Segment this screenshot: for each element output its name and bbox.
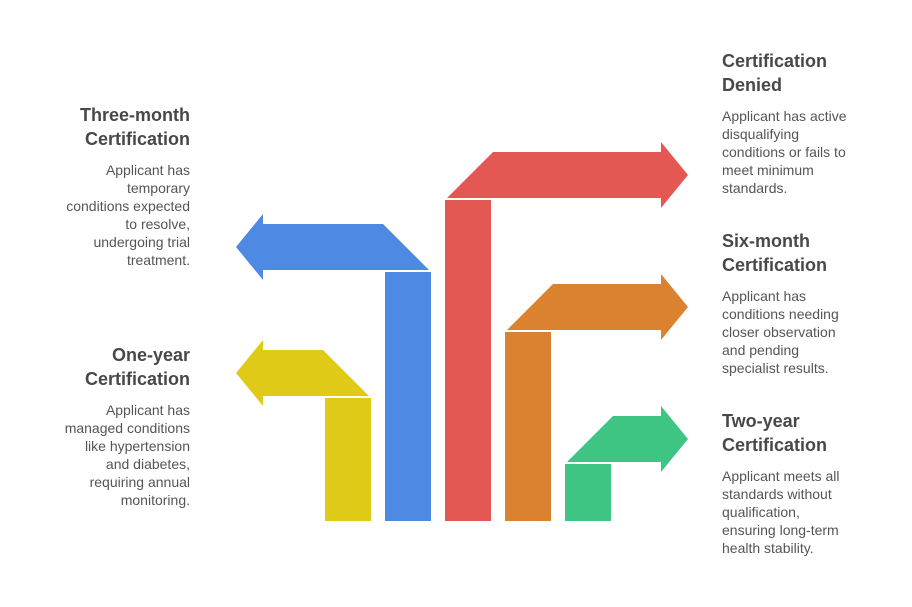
one-year-block: One-year Certification Applicant has man… xyxy=(0,343,190,509)
six-month-description: Applicant has conditions needing closer … xyxy=(722,288,839,376)
six-month-arrow xyxy=(505,274,688,521)
two-year-arrow xyxy=(565,406,688,521)
three-month-title: Three-month Certification xyxy=(80,105,190,149)
three-month-block: Three-month Certification Applicant has … xyxy=(0,103,190,269)
one-year-title: One-year Certification xyxy=(84,345,190,389)
six-month-title: Six-month Certification xyxy=(722,231,828,275)
denied-block: Certification Denied Applicant has activ… xyxy=(722,49,912,197)
two-year-title: Two-year Certification xyxy=(722,411,828,455)
denied-title: Certification Denied xyxy=(722,51,828,95)
two-year-block: Two-year Certification Applicant meets a… xyxy=(722,409,912,557)
denied-arrow xyxy=(445,142,688,521)
one-year-description: Applicant has managed conditions like hy… xyxy=(64,402,190,508)
denied-description: Applicant has active disqualifying condi… xyxy=(722,108,847,196)
three-month-arrow xyxy=(236,214,431,521)
two-year-description: Applicant meets all standards without qu… xyxy=(722,468,840,556)
three-month-description: Applicant has temporary conditions expec… xyxy=(66,162,190,268)
six-month-block: Six-month Certification Applicant has co… xyxy=(722,229,912,377)
one-year-arrow xyxy=(236,340,371,521)
